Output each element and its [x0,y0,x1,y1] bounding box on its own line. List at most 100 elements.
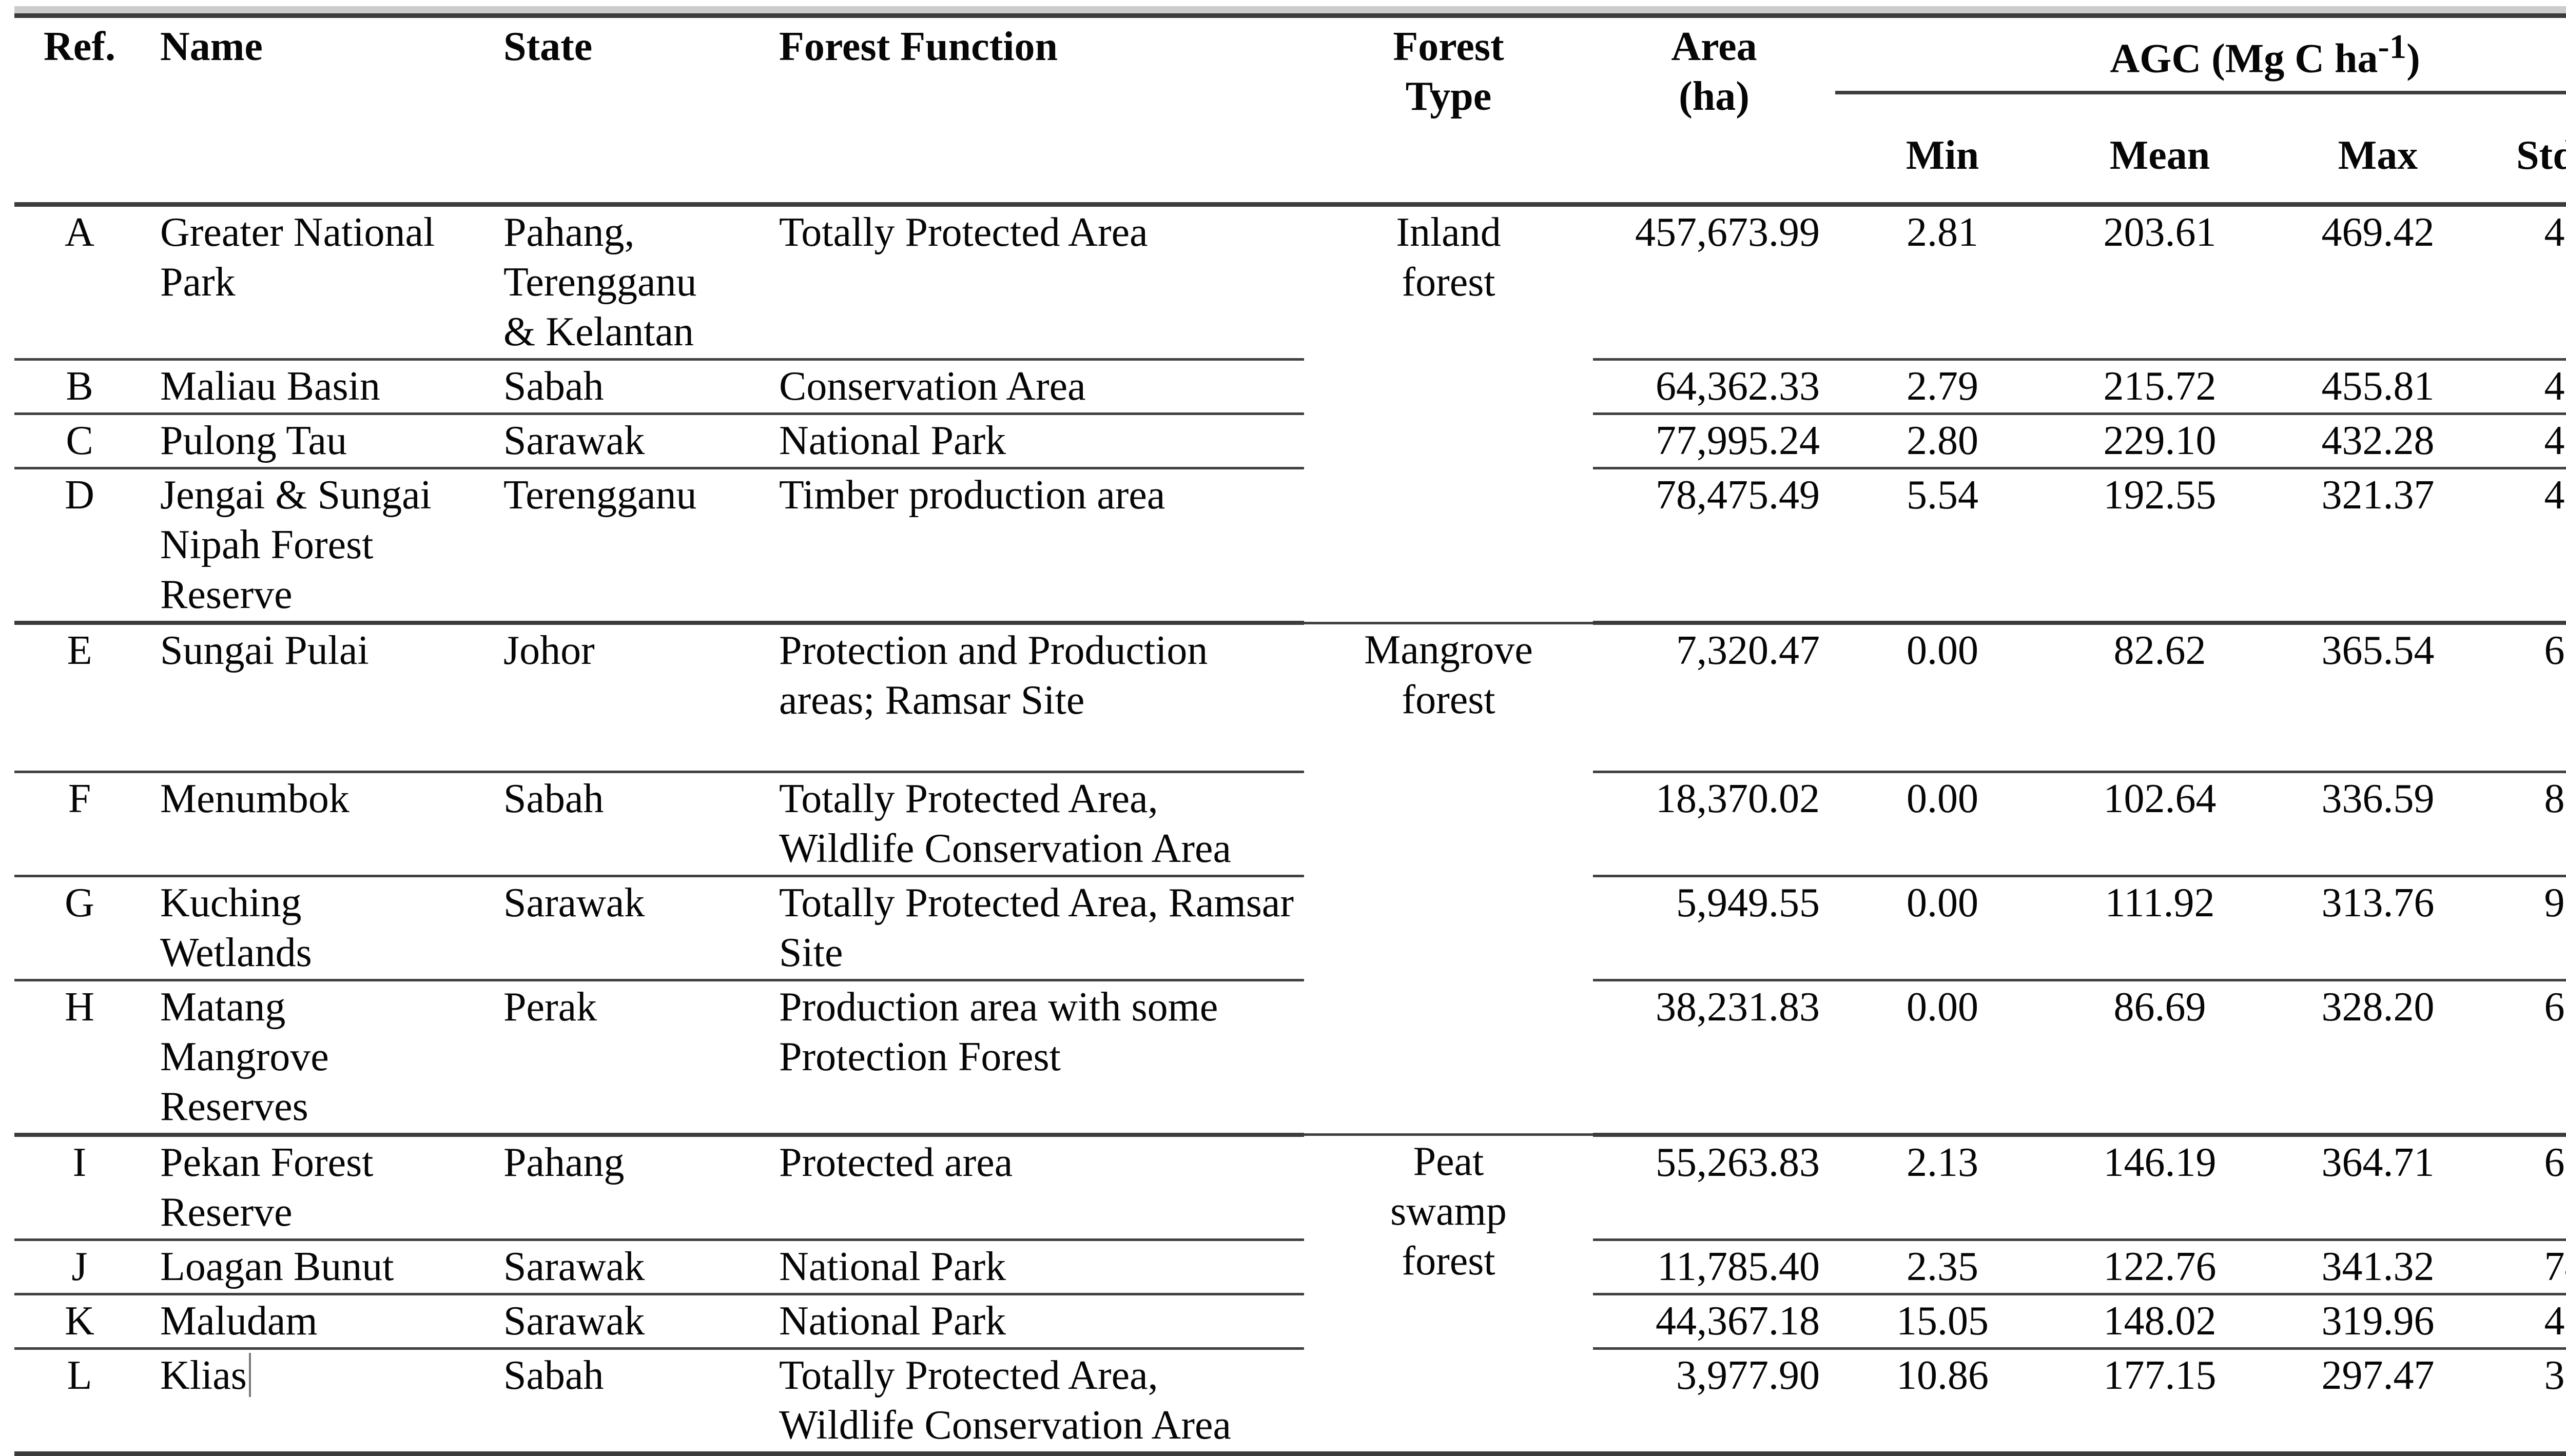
cell-min[interactable]: 0.00 [1835,772,2050,877]
forest-type-group-cell-peat-swamp[interactable]: Peat swamp forest [1304,1134,1593,1455]
col-header-agc-group[interactable]: AGC (Mg C ha-1) [1835,15,2566,94]
cell-name[interactable]: Pekan Forest Reserve [145,1134,488,1241]
cell-ref[interactable]: J [14,1239,145,1295]
cell-area[interactable]: 3,977.90 [1676,1352,1820,1398]
cell-state[interactable]: Pahang [488,1134,764,1241]
cell-mean[interactable]: 177.15 [2103,1352,2217,1398]
cell-max[interactable]: 297.47 [2321,1352,2435,1398]
cell-std[interactable]: 67.05 [2486,623,2566,773]
cell-name[interactable]: Loagan Bunut [145,1239,488,1295]
cell-min[interactable]: 2.81 [1835,204,2050,361]
cell-min[interactable]: 2.13 [1835,1134,2050,1241]
cell-std[interactable]: 61.28 [2486,1134,2566,1241]
cell-std[interactable]: 41.58 [2486,359,2566,415]
cell-mean[interactable]: 146.19 [2050,1134,2270,1241]
cell-max[interactable]: 313.76 [2270,876,2486,981]
cell-function[interactable]: Protected area [764,1134,1304,1241]
cell-std[interactable]: 90.67 [2486,876,2566,981]
cell-name[interactable]: Menumbok [145,772,488,877]
col-header-ref[interactable]: Ref. [14,15,145,207]
col-header-mean[interactable]: Mean [2050,92,2270,207]
cell-ref[interactable]: E [14,623,145,773]
cell-area[interactable]: 64,362.33 [1593,359,1835,415]
cell-name[interactable]: Sungai Pulai [145,623,488,773]
cell-min[interactable]: 0.00 [1835,980,2050,1137]
cell-state[interactable]: Johor [488,623,764,773]
forest-type-group-cell-mangrove[interactable]: Mangrove forest [1304,623,1593,1136]
cell-std[interactable]: 82.24 [2486,772,2566,877]
col-header-area[interactable]: Area (ha) [1593,15,1835,207]
cell-name[interactable]: Kuching Wetlands [145,876,488,981]
cell-min[interactable]: 5.54 [1835,468,2050,625]
cell-min[interactable]: 10.86 [1896,1352,1989,1398]
cell-ref[interactable]: I [14,1134,145,1241]
cell-max[interactable]: 365.54 [2270,623,2486,773]
cell-mean[interactable]: 215.72 [2050,359,2270,415]
cell-area[interactable]: 55,263.83 [1593,1134,1835,1241]
cell-state[interactable]: Sabah [488,772,764,877]
cell-mean[interactable]: 203.61 [2050,204,2270,361]
cell-function[interactable]: Protection and Production areas; Ramsar … [764,623,1304,773]
cell-max[interactable]: 328.20 [2270,980,2486,1137]
cell-area[interactable]: 78,475.49 [1593,468,1835,625]
col-header-min[interactable]: Min [1835,92,2050,207]
cell-max[interactable]: 319.96 [2270,1294,2486,1350]
cell-ref[interactable]: C [14,414,145,469]
cell-mean[interactable]: 86.69 [2050,980,2270,1137]
cell-state[interactable]: Sarawak [488,414,764,469]
cell-ref[interactable]: D [14,468,145,625]
cell-area[interactable]: 7,320.47 [1593,623,1835,773]
cell-std[interactable]: 43.39 [2486,414,2566,469]
cell-area[interactable]: 77,995.24 [1593,414,1835,469]
cell-state[interactable]: Pahang, Terengganu & Kelantan [488,204,764,361]
cell-area[interactable]: 11,785.40 [1593,1239,1835,1295]
cell-area[interactable]: 457,673.99 [1593,204,1835,361]
cell-min[interactable]: 2.79 [1835,359,2050,415]
cell-ref[interactable]: K [14,1294,145,1350]
cell-mean[interactable]: 148.02 [2050,1294,2270,1350]
cell-mean[interactable]: 111.92 [2050,876,2270,981]
cell-std[interactable]: 63.13 [2486,980,2566,1137]
cell-state[interactable]: Terengganu [488,468,764,625]
cell-std[interactable]: 74.51 [2486,1239,2566,1295]
cell-state[interactable]: Sabah [488,359,764,415]
cell-function[interactable]: National Park [764,414,1304,469]
cell-std[interactable]: 37.87 [2544,1352,2566,1398]
cell-name[interactable]: Matang Mangrove Reserves [145,980,488,1137]
col-header-state[interactable]: State [488,15,764,207]
cell-min[interactable]: 0.00 [1835,623,2050,773]
cell-name[interactable]: Klias [145,1348,488,1453]
cell-mean[interactable]: 192.55 [2050,468,2270,625]
col-header-forest-function[interactable]: Forest Function [764,15,1304,207]
cell-state[interactable]: Perak [488,980,764,1137]
cell-area[interactable]: 44,367.18 [1593,1294,1835,1350]
cell-min[interactable]: 2.35 [1835,1239,2050,1295]
cell-state[interactable]: Sabah [503,1352,604,1398]
cell-function[interactable]: Totally Protected Area, Wildlife Conserv… [764,772,1304,877]
cell-function[interactable]: Totally Protected Area [764,204,1304,361]
cell-function[interactable]: Timber production area [764,468,1304,625]
col-header-std-dev[interactable]: Std. Dev [2486,92,2566,207]
cell-name[interactable]: Greater National Park [145,204,488,361]
col-header-max[interactable]: Max [2270,92,2486,207]
cell-min[interactable]: 15.05 [1835,1294,2050,1350]
cell-mean[interactable]: 82.62 [2050,623,2270,773]
cell-area[interactable]: 38,231.83 [1593,980,1835,1137]
cell-name[interactable]: Maludam [145,1294,488,1350]
cell-area[interactable]: 5,949.55 [1593,876,1835,981]
cell-std[interactable]: 42.06 [2486,468,2566,625]
cell-state[interactable]: Sarawak [488,876,764,981]
cell-max[interactable]: 364.71 [2270,1134,2486,1241]
cell-function[interactable]: Conservation Area [764,359,1304,415]
cell-ref[interactable]: B [14,359,145,415]
cell-ref[interactable]: F [14,772,145,877]
cell-area[interactable]: 18,370.02 [1593,772,1835,877]
cell-function[interactable]: Production area with some Protection For… [764,980,1304,1137]
cell-function[interactable]: National Park [764,1294,1304,1350]
cell-state[interactable]: Sarawak [488,1294,764,1350]
cell-mean[interactable]: 102.64 [2050,772,2270,877]
cell-max[interactable]: 455.81 [2270,359,2486,415]
col-header-name[interactable]: Name [145,15,488,207]
cell-function[interactable]: Totally Protected Area, Ramsar Site [764,876,1304,981]
cell-min[interactable]: 2.80 [1835,414,2050,469]
